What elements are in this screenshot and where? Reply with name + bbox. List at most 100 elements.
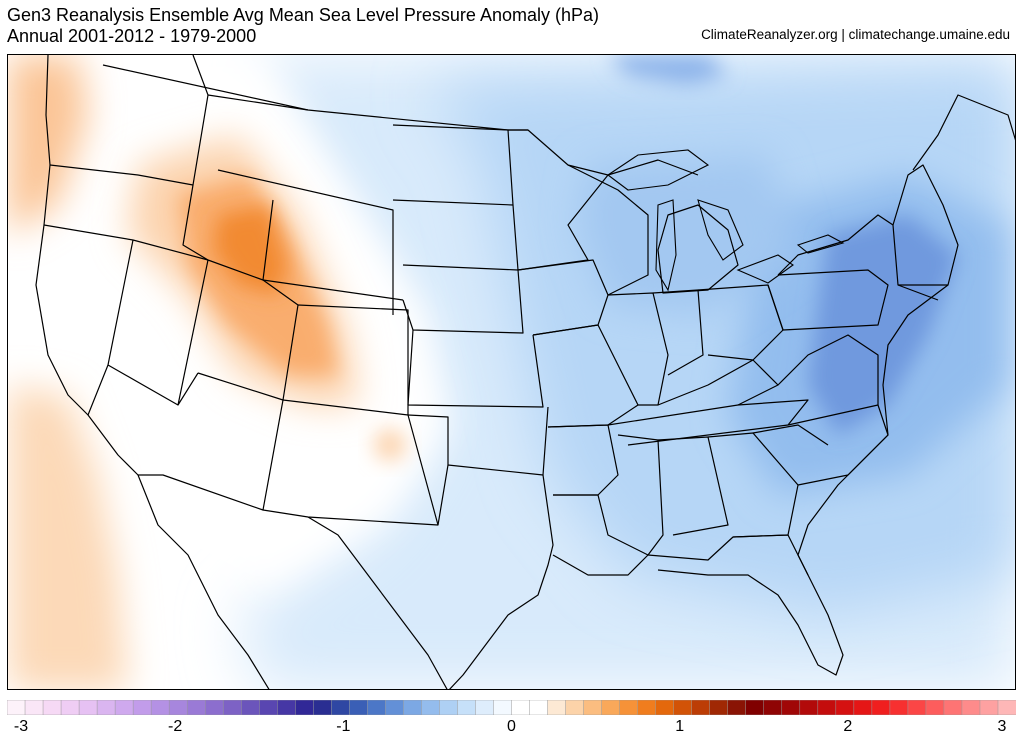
- positive-anomaly-coast: [8, 385, 128, 689]
- colorbar-swatch: [853, 700, 873, 715]
- lake-erie: [736, 254, 794, 284]
- colorbar-swatch: [132, 700, 152, 715]
- colorbar-swatch: [457, 700, 477, 715]
- colorbar-swatch: [637, 700, 657, 715]
- colorbar-swatch: [979, 700, 999, 715]
- colorbar-swatch: [961, 700, 981, 715]
- texas-border: [307, 464, 554, 689]
- colorbar-swatch: [96, 700, 116, 715]
- colorbar-swatch: [7, 700, 26, 715]
- pacific-coastline: [35, 55, 270, 689]
- colorbar-swatch: [349, 700, 368, 715]
- colorbar-swatch: [817, 700, 837, 715]
- colorbar-swatch: [565, 700, 585, 715]
- lake-superior: [607, 149, 710, 191]
- great-lakes: [607, 149, 845, 292]
- colorbar-swatch: [277, 700, 296, 715]
- colorbar-swatch: [222, 700, 242, 715]
- colorbar-swatch: [313, 700, 332, 715]
- colorbar-tick-label: 2: [843, 718, 853, 735]
- colorbar-swatch: [186, 700, 206, 715]
- lake-michigan: [655, 199, 677, 292]
- colorbar-swatch: [24, 700, 44, 715]
- colorbar-swatch: [583, 700, 603, 715]
- positive-anomaly-new-mexico: [374, 429, 406, 461]
- kansas-border: [407, 329, 544, 408]
- colorbar-swatch: [889, 700, 909, 715]
- colorbar-tick-label: 3: [997, 718, 1007, 735]
- north-dakota-border: [392, 124, 514, 206]
- colorbar-swatch: [691, 700, 711, 715]
- anomaly-shading: [8, 55, 1015, 689]
- nebraska-border: [402, 269, 524, 334]
- colorbar-swatch: [709, 700, 729, 715]
- kentucky-border: [657, 359, 779, 406]
- illinois-border: [607, 292, 669, 406]
- colorbar-swatch: [403, 700, 422, 715]
- colorbar-swatch: [367, 700, 386, 715]
- colorbar-tick-label: 0: [507, 718, 516, 735]
- new-mexico-border: [262, 414, 439, 526]
- colorbar-tick-label: -1: [336, 718, 351, 735]
- colorbar-swatch: [259, 700, 278, 715]
- colorbar-swatch: [295, 700, 314, 715]
- negative-anomaly-great-lakes: [578, 155, 798, 315]
- colorbar-swatch: [997, 700, 1016, 715]
- idaho-border: [182, 55, 209, 261]
- colorbar-swatch: [385, 700, 404, 715]
- colorbar-swatch: [763, 700, 783, 715]
- colorbar-swatch: [925, 700, 945, 715]
- colorbar-tick-labels: -3 -2 -1 0 1 2 3: [7, 716, 1016, 738]
- colorbar-swatch: [655, 700, 675, 715]
- michigan-border: [607, 159, 739, 294]
- indiana-border: [652, 289, 704, 376]
- colorbar-tick-label: -3: [13, 718, 29, 735]
- colorbar-swatch: [42, 700, 62, 715]
- map-subtitle: Annual 2001-2012 - 1979-2000: [7, 26, 257, 46]
- virginia-border: [777, 334, 879, 405]
- colorbar-swatch: [601, 700, 621, 715]
- colorbar-swatch: [475, 700, 495, 715]
- colorbar-swatch: [619, 700, 639, 715]
- colorbar-swatch: [943, 700, 963, 715]
- colorbar-swatch: [493, 700, 513, 715]
- atlantic-coastline: [797, 284, 949, 576]
- wisconsin-border: [567, 164, 649, 296]
- colorbar-swatch: [547, 700, 567, 715]
- lake-ontario: [796, 234, 845, 254]
- colorbar-swatch: [799, 700, 819, 715]
- state-boundaries: [35, 55, 1015, 689]
- alabama-border: [657, 436, 729, 536]
- colorbar-swatch: [511, 700, 531, 715]
- colorbar-swatch: [168, 700, 188, 715]
- montana-border: [207, 94, 394, 315]
- colorbar-swatch: [114, 700, 134, 715]
- colorbar-swatch: [727, 700, 747, 715]
- colorbar-swatch: [421, 700, 440, 715]
- negative-anomaly-core: [808, 215, 958, 435]
- colorbar-swatch: [529, 700, 549, 715]
- negative-anomaly-north: [608, 55, 728, 85]
- florida-border: [647, 534, 844, 676]
- colorbar-swatch: [907, 700, 927, 715]
- arizona-border: [138, 372, 284, 511]
- mississippi-border: [617, 434, 664, 556]
- colorbar-swatch: [745, 700, 765, 715]
- pennsylvania-border: [767, 269, 889, 331]
- colorbar-swatch: [60, 700, 80, 715]
- colorbar-swatch: [204, 700, 224, 715]
- colorbar-swatch: [835, 700, 855, 715]
- colorbar-swatch: [439, 700, 458, 715]
- colorbar-tick-label: 1: [675, 718, 685, 735]
- tennessee-border: [607, 399, 809, 446]
- anomaly-map: [7, 54, 1016, 690]
- colorbar-swatch: [673, 700, 693, 715]
- colorbar-swatch: [240, 700, 260, 715]
- colorbar-swatch: [331, 700, 350, 715]
- colorbar-swatch: [871, 700, 891, 715]
- colorbar: [7, 700, 1016, 715]
- colorado-border: [282, 304, 409, 416]
- map-canvas: [8, 55, 1015, 689]
- source-credit: ClimateReanalyzer.org | climatechange.um…: [701, 27, 1010, 42]
- lake-huron: [697, 199, 744, 261]
